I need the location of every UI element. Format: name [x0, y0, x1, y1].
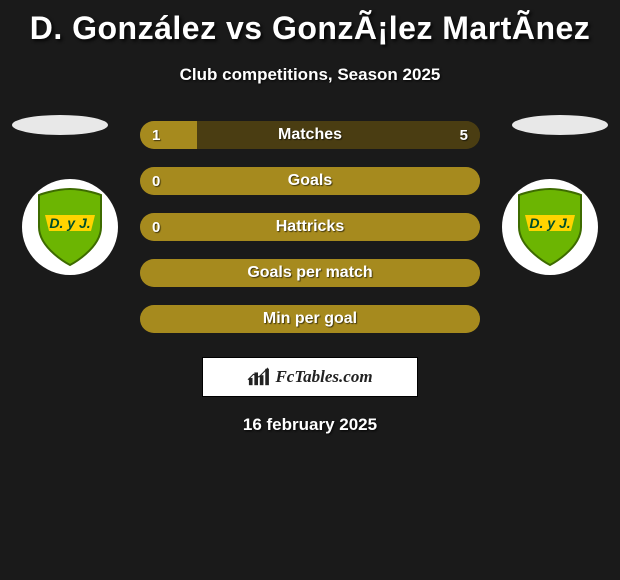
club-crest-right: D. y J.: [502, 179, 598, 275]
comparison-infographic: D. González vs GonzÃ¡lez MartÃ­nez Club …: [0, 0, 620, 580]
stat-bar-value-right: 5: [448, 121, 480, 149]
stat-bar-label: Goals: [140, 167, 480, 195]
brand-attribution: FcTables.com: [202, 357, 418, 397]
stat-bar-label: Goals per match: [140, 259, 480, 287]
page-title: D. González vs GonzÃ¡lez MartÃ­nez: [0, 10, 620, 47]
stat-bar: Goals0: [140, 167, 480, 195]
stats-stage: D. y J. D. y J. Matches15Goals0Hattricks…: [0, 121, 620, 435]
player-right-flag-icon: [512, 115, 608, 135]
stat-bar: Min per goal: [140, 305, 480, 333]
stat-bar-label: Matches: [140, 121, 480, 149]
club-crest-left: D. y J.: [22, 179, 118, 275]
stat-bar: Matches1 5: [140, 121, 480, 149]
player-left-flag-icon: [12, 115, 108, 135]
stat-bar: Hattricks0: [140, 213, 480, 241]
svg-text:D. y J.: D. y J.: [529, 215, 570, 231]
subtitle: Club competitions, Season 2025: [0, 65, 620, 85]
stat-bar-value-left: 1: [140, 121, 172, 149]
stat-bars: Matches15Goals0Hattricks0Goals per match…: [140, 121, 480, 333]
shield-icon: D. y J.: [35, 187, 105, 267]
bar-chart-icon: [247, 367, 269, 387]
svg-text:D. y J.: D. y J.: [49, 215, 90, 231]
stat-bar-value-left: 0: [140, 167, 172, 195]
stat-bar-label: Hattricks: [140, 213, 480, 241]
snapshot-date: 16 february 2025: [0, 415, 620, 435]
stat-bar: Goals per match: [140, 259, 480, 287]
stat-bar-label: Min per goal: [140, 305, 480, 333]
stat-bar-value-left: 0: [140, 213, 172, 241]
brand-text: FcTables.com: [275, 367, 372, 387]
shield-icon: D. y J.: [515, 187, 585, 267]
